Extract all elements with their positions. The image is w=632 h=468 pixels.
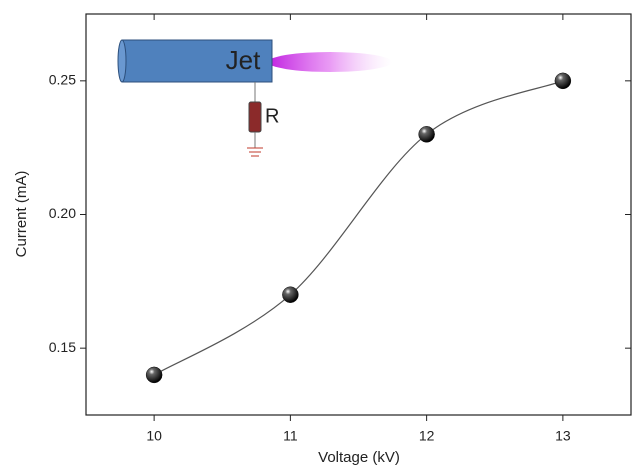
x-tick-label: 11 (283, 428, 298, 444)
jet-label: Jet (226, 45, 261, 75)
data-point (554, 72, 572, 90)
data-point (282, 286, 299, 303)
y-axis-label: Current (mA) (13, 171, 30, 258)
x-tick-label: 12 (419, 428, 435, 444)
plasma-plume (268, 52, 392, 72)
x-tick-label: 13 (555, 428, 571, 444)
resistor (248, 101, 262, 133)
y-tick-label: 0.20 (49, 205, 76, 221)
tube-end (117, 39, 127, 83)
x-axis-label: Voltage (kV) (318, 449, 400, 466)
data-point (145, 366, 163, 384)
y-tick-label: 0.15 (49, 339, 76, 355)
data-point (418, 126, 435, 143)
jet-tube (121, 39, 273, 83)
x-tick-label: 10 (146, 428, 162, 444)
fit-curve (153, 80, 564, 376)
jet-diagram: Jet R (117, 39, 392, 157)
y-tick-label: 0.25 (49, 72, 76, 88)
ground-symbol (247, 147, 263, 157)
resistor-label: R (265, 105, 279, 127)
